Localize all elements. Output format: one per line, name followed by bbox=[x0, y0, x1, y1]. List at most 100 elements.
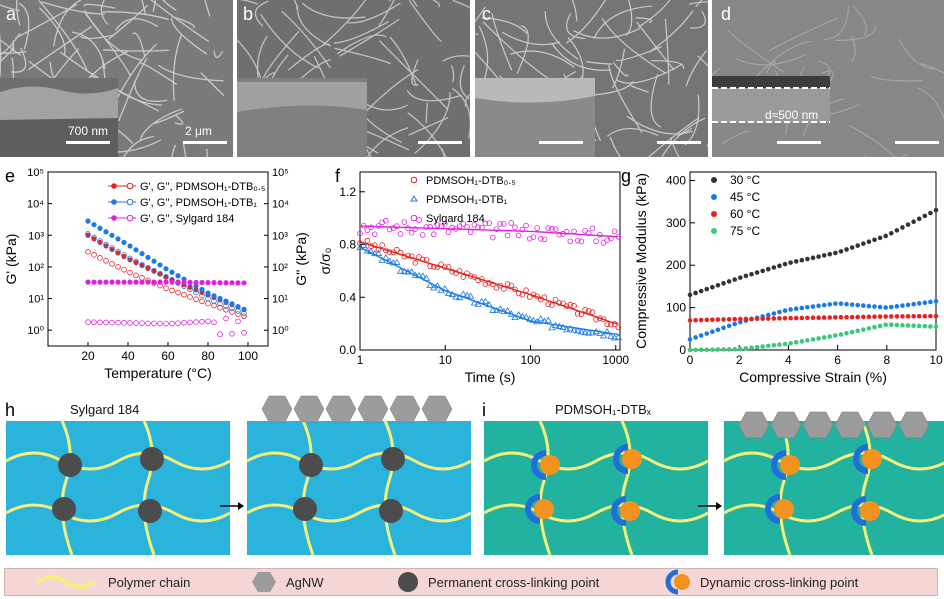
data-point bbox=[693, 335, 698, 340]
data-point bbox=[833, 301, 838, 306]
nanowire bbox=[450, 65, 455, 83]
nanowire bbox=[204, 0, 211, 17]
nanowire bbox=[848, 125, 896, 157]
data-point bbox=[900, 322, 905, 328]
polymer-chain bbox=[142, 420, 156, 556]
nanowire bbox=[475, 6, 486, 23]
nanowire bbox=[171, 144, 177, 157]
storage-point bbox=[211, 293, 217, 299]
loss-point bbox=[163, 274, 169, 280]
data-point bbox=[444, 289, 453, 297]
data-point bbox=[866, 314, 872, 320]
storage-point bbox=[241, 306, 247, 312]
panel-b-label: b bbox=[243, 4, 254, 24]
storage-point bbox=[193, 279, 199, 286]
data-point bbox=[816, 303, 821, 309]
loss-point bbox=[115, 248, 121, 255]
data-point bbox=[693, 290, 698, 296]
data-point bbox=[721, 325, 726, 331]
loss-point bbox=[127, 255, 133, 262]
nanowire bbox=[442, 55, 470, 62]
data-point bbox=[430, 231, 437, 238]
data-point bbox=[743, 316, 749, 322]
nanowire bbox=[566, 13, 585, 40]
data-point bbox=[821, 315, 827, 320]
data-point bbox=[760, 316, 765, 321]
storage-point bbox=[145, 279, 151, 285]
loss-point bbox=[199, 318, 205, 325]
loss-point bbox=[217, 304, 223, 311]
dynamic-node-shell bbox=[771, 450, 787, 480]
data-point bbox=[397, 249, 404, 256]
legend-marker bbox=[410, 176, 418, 184]
data-point bbox=[821, 335, 827, 340]
data-point bbox=[721, 347, 726, 352]
loss-point bbox=[241, 330, 247, 336]
data-point bbox=[821, 253, 827, 258]
nanowire bbox=[823, 5, 850, 40]
loss-point bbox=[157, 270, 163, 277]
loss-point bbox=[109, 319, 115, 326]
y-tick-label: 0.4 bbox=[339, 290, 356, 304]
data-point bbox=[805, 256, 810, 262]
data-point bbox=[497, 282, 504, 289]
x-axis-label: Temperature (°C) bbox=[104, 365, 212, 381]
loss-point bbox=[151, 320, 157, 327]
data-point bbox=[816, 254, 821, 259]
data-point bbox=[928, 313, 933, 319]
data-point bbox=[534, 293, 540, 300]
data-point bbox=[905, 314, 911, 319]
nanowire bbox=[670, 137, 680, 157]
storage-point bbox=[151, 279, 157, 285]
data-point bbox=[383, 217, 389, 224]
data-point bbox=[715, 327, 721, 333]
nanowire bbox=[336, 34, 387, 55]
nanowire bbox=[102, 49, 169, 52]
loss-point bbox=[127, 269, 133, 276]
fit-curve bbox=[359, 225, 619, 238]
data-point bbox=[844, 301, 849, 307]
y-tick-label: 10⁰ bbox=[27, 325, 44, 337]
data-point bbox=[394, 246, 400, 253]
nanowire bbox=[162, 0, 177, 12]
data-point bbox=[788, 260, 793, 265]
loss-point bbox=[115, 264, 121, 270]
data-point bbox=[866, 239, 872, 245]
legend-icons bbox=[36, 569, 690, 595]
loss-point bbox=[229, 331, 235, 337]
nanowire bbox=[83, 3, 116, 9]
storage-point bbox=[151, 258, 157, 264]
storage-point bbox=[163, 266, 169, 272]
storage-point bbox=[169, 279, 175, 285]
y-tick-label: 1.2 bbox=[339, 185, 356, 199]
data-point bbox=[434, 222, 441, 228]
storage-point bbox=[241, 280, 247, 286]
data-point bbox=[698, 347, 704, 353]
data-point bbox=[738, 275, 743, 280]
data-point bbox=[386, 226, 393, 233]
data-point bbox=[411, 271, 420, 278]
data-point bbox=[704, 286, 710, 292]
nanowire bbox=[630, 85, 649, 93]
data-point bbox=[526, 315, 534, 322]
nanowire bbox=[139, 108, 182, 141]
legend-label: 45 °C bbox=[730, 190, 760, 204]
nanowire bbox=[254, 0, 269, 27]
y-tick-label: 0 bbox=[679, 343, 686, 357]
data-point bbox=[541, 236, 548, 243]
y-tick-label: 10² bbox=[28, 262, 44, 274]
sem-panel-c bbox=[475, 0, 708, 157]
data-point bbox=[866, 326, 872, 331]
data-point bbox=[603, 328, 611, 335]
nanowire bbox=[0, 50, 27, 54]
nanowire bbox=[491, 13, 513, 71]
legend-marker-open bbox=[126, 214, 134, 222]
data-point bbox=[541, 294, 548, 301]
agnw-icon bbox=[252, 572, 276, 592]
nanowire bbox=[611, 48, 626, 89]
agnw-particle bbox=[357, 395, 389, 423]
data-point bbox=[571, 303, 577, 309]
storage-point bbox=[193, 283, 199, 289]
data-point bbox=[496, 305, 504, 312]
